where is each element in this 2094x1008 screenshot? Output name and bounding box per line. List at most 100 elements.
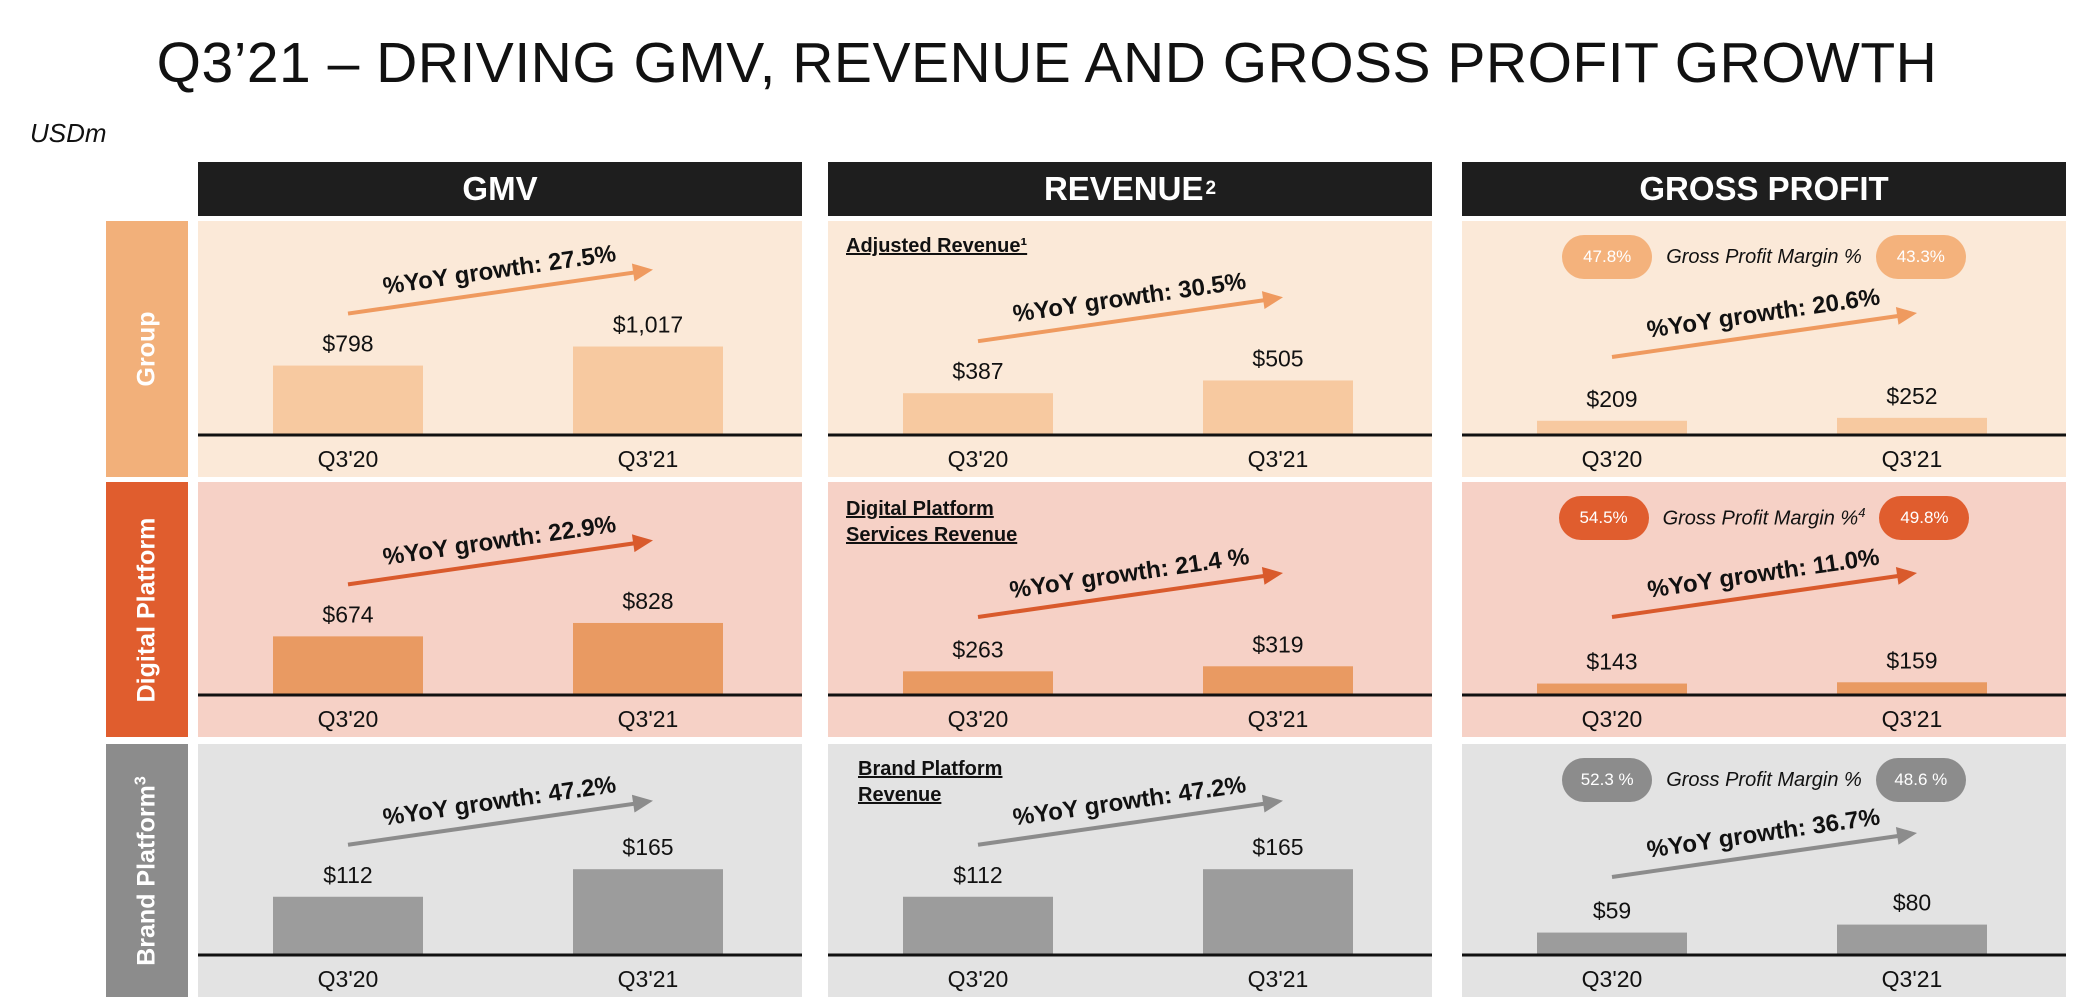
category-label: Q3'20 [318,446,379,472]
growth-arrow [347,800,642,847]
category-label: Q3'20 [1582,966,1643,992]
value-label: $209 [1586,386,1637,412]
value-label: $112 [953,862,1002,888]
column-header-revenue-label: REVENUE [1043,170,1204,207]
bar-Q321 [1203,869,1353,955]
category-label: Q3'21 [1882,706,1943,732]
bar-Q320 [1537,683,1687,695]
growth-arrow [1611,313,1906,359]
value-label: $165 [1252,834,1303,860]
category-label: Q3'20 [948,706,1009,732]
value-label: $674 [322,601,373,627]
margin-pill-q320: 52.3 % [1562,758,1653,802]
category-label: Q3'20 [1582,446,1643,472]
growth-arrow [977,297,1272,344]
row-label-brand-platform: Brand Platform3 [106,744,188,997]
gross-margin-row-group: 47.8% Gross Profit Margin % 43.3% [1462,235,2066,279]
panel-group-gross-profit: $209 Q3'20 $252 Q3'21 %YoY growth: 20.6% 47.… [1462,221,2066,477]
growth-arrow [1611,833,1906,879]
bar-Q320 [273,365,423,435]
category-label: Q3'20 [1582,706,1643,732]
row-label-brand-platform-footnote: 3 [132,775,150,785]
bar-Q320 [273,636,423,695]
growth-arrow [1611,573,1906,619]
bar-Q320 [1537,932,1687,955]
value-label: $798 [322,331,373,357]
panel-brand-gmv: $112 Q3'20 $165 Q3'21 %YoY growth: 47.2% [198,744,802,997]
growth-arrow [977,573,1272,619]
gross-margin-label: Gross Profit Margin %4 [1663,505,1866,531]
growth-arrow-head [1261,794,1283,813]
column-header-gross-profit-label: GROSS PROFIT [1639,170,1889,207]
category-label: Q3'21 [1248,706,1309,732]
category-label: Q3'21 [618,446,679,472]
caption-brand-platform-revenue: Brand Platform Revenue [858,758,1003,806]
value-label: $263 [952,636,1003,662]
margin-pill-q320: 54.5% [1558,496,1649,540]
gross-margin-label-text: Gross Profit Margin % [1666,245,1862,268]
value-label: $319 [1252,631,1303,657]
caption-adjusted-revenue: Adjusted Revenue¹ [846,235,1028,257]
bar-Q321 [1203,666,1353,695]
value-label: $165 [622,834,673,860]
gross-margin-footnote: 4 [1858,505,1866,521]
margin-pill-q321: 49.8% [1879,496,1970,540]
category-label: Q3'21 [1248,966,1309,992]
gross-margin-row-digital: 54.5% Gross Profit Margin %4 49.8% [1462,496,2066,540]
value-label: $252 [1886,383,1937,409]
column-header-gmv: GMV [198,162,802,216]
growth-arrow-head [1895,826,1917,845]
growth-arrow [347,269,642,316]
gross-margin-label-text: Gross Profit Margin % [1666,768,1862,791]
category-label: Q3'21 [1882,966,1943,992]
panel-group-gmv: $798 Q3'20 $1,017 Q3'21 %YoY growth: 27.5% [198,221,802,477]
bar-Q320 [903,671,1053,695]
value-label: $80 [1893,890,1931,916]
margin-pill-q320: 47.8% [1562,235,1653,279]
category-label: Q3'20 [948,446,1009,472]
gross-margin-row-brand: 52.3 % Gross Profit Margin % 48.6 % [1462,758,2066,802]
panel-digital-revenue: $263 Q3'20 $319 Q3'21 %YoY growth: 21.4 % Di… [828,482,1432,737]
bar-Q321 [573,622,723,695]
column-header-gmv-label: GMV [462,170,538,207]
growth-arrow [977,800,1272,847]
panel-digital-gross-profit: $143 Q3'20 $159 Q3'21 %YoY growth: 11.0% 54.… [1462,482,2066,737]
category-label: Q3'21 [618,966,679,992]
category-label: Q3'20 [948,966,1009,992]
growth-arrow-head [1261,291,1283,309]
margin-pill-q321: 43.3% [1875,235,1966,279]
value-label: $828 [622,588,673,614]
value-label: $1,017 [613,312,683,338]
row-label-group: Group [106,221,188,477]
units-label: USDm [30,118,107,148]
column-header-revenue-footnote: 2 [1205,178,1217,199]
row-label-brand-platform-text: Brand Platform [132,784,161,966]
gross-margin-label: Gross Profit Margin % [1666,246,1862,269]
bar-Q321 [1203,380,1353,435]
gross-margin-label-text: Gross Profit Margin % [1662,507,1859,530]
category-label: Q3'20 [318,706,379,732]
category-label: Q3'21 [1882,446,1943,472]
panel-brand-gross-profit: $59 Q3'20 $80 Q3'21 %YoY growth: 36.7% 52.3 … [1462,744,2066,997]
bar-Q321 [1837,682,1987,695]
bar-Q321 [573,346,723,435]
column-header-gross-profit: GROSS PROFIT [1462,162,2066,216]
panel-group-revenue: $387 Q3'20 $505 Q3'21 %YoY growth: 30.5% Adj… [828,221,1432,477]
margin-pill-q321: 48.6 % [1875,758,1966,802]
bar-Q321 [1837,924,1987,955]
growth-arrow-head [1895,566,1917,585]
panel-digital-gmv: $674 Q3'20 $828 Q3'21 %YoY growth: 22.9% [198,482,802,737]
bar-Q320 [903,393,1053,435]
category-label: Q3'21 [618,706,679,732]
growth-arrow-head [631,534,653,553]
value-label: $112 [323,862,372,888]
gross-margin-label: Gross Profit Margin % [1666,769,1862,792]
